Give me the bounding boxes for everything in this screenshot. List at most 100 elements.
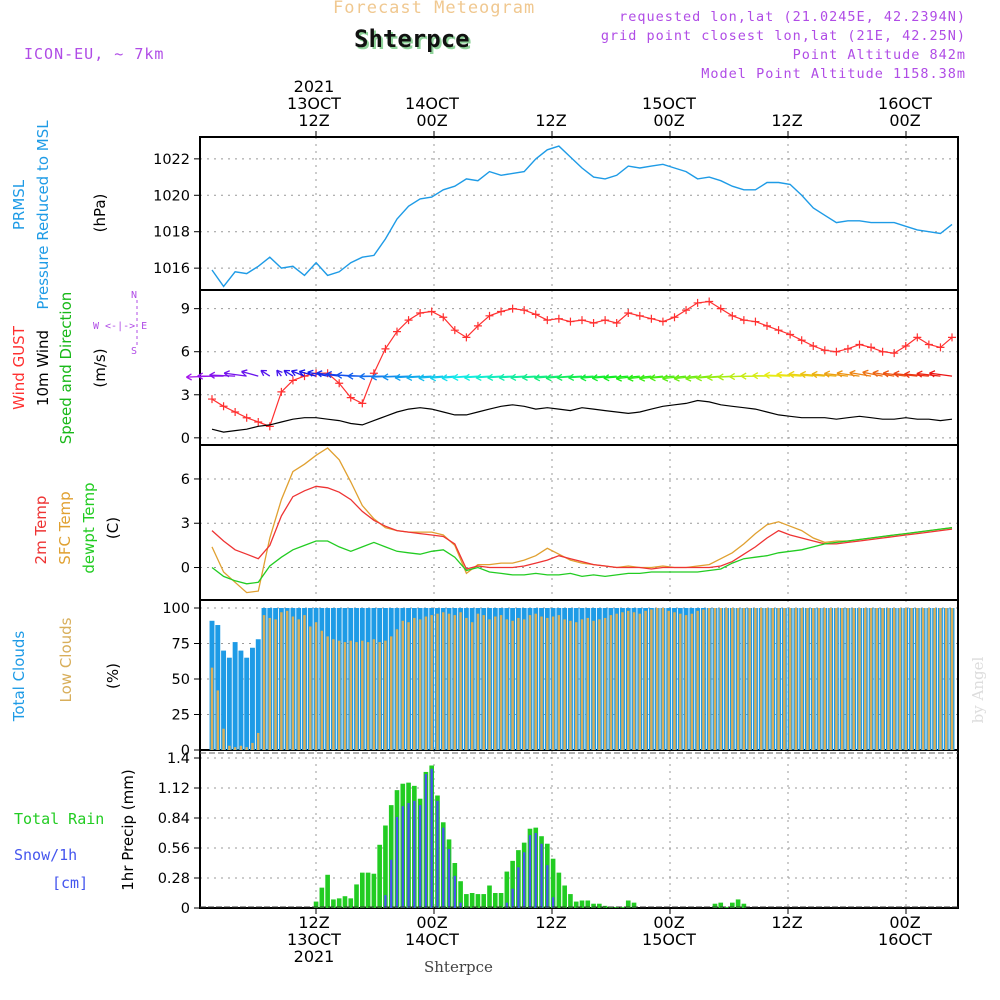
- gust-marker: [462, 333, 471, 342]
- temp-dewpt-line: [211, 527, 953, 585]
- low-cloud-bar: [794, 608, 798, 750]
- low-cloud-bar: [395, 629, 399, 750]
- wind-direction-arrow: [522, 375, 548, 379]
- gust-marker: [485, 311, 494, 320]
- low-cloud-bar: [731, 608, 734, 750]
- wind-direction-arrowhead: [307, 369, 314, 377]
- snow-bar: [390, 859, 393, 908]
- total-cloud-bar: [244, 657, 250, 750]
- wind-direction-arrowhead: [260, 369, 267, 377]
- low-cloud-bar: [632, 612, 636, 750]
- low-cloud-bar: [285, 610, 289, 750]
- gust-marker: [635, 311, 644, 320]
- wind-direction-arrowhead: [464, 373, 471, 381]
- top-axis-label: 16OCT 00Z: [878, 94, 932, 130]
- wind-direction-arrow: [673, 375, 698, 380]
- low-cloud-bar: [864, 608, 867, 750]
- gust-marker: [439, 313, 448, 322]
- wind-direction-arrow: [568, 375, 594, 379]
- gust-marker: [890, 349, 899, 358]
- low-cloud-bar: [280, 612, 283, 750]
- gust-marker: [948, 333, 956, 342]
- rain-bar: [568, 894, 573, 908]
- wind-direction-arrowhead: [568, 373, 575, 381]
- y-tick-label: 6: [181, 345, 190, 361]
- snow-bar: [505, 902, 508, 908]
- rain-bar: [735, 899, 741, 908]
- low-cloud-bar: [783, 608, 786, 750]
- gust-marker: [855, 340, 864, 349]
- wind-direction-arrow: [849, 372, 872, 377]
- wind-direction-arrowhead: [649, 374, 656, 382]
- y-tick-label: 0.84: [158, 811, 190, 827]
- y-tick-label: 0: [181, 901, 190, 917]
- y-tick-label: 1022: [153, 152, 190, 168]
- wind-direction-arrow: [224, 372, 247, 377]
- low-cloud-bar: [366, 642, 370, 750]
- wind-direction-arrow: [776, 373, 802, 377]
- low-cloud-bar: [499, 615, 503, 750]
- low-cloud-bar: [627, 610, 630, 750]
- low-cloud-bar: [314, 622, 318, 750]
- gust-marker: [277, 387, 286, 396]
- snow-bar: [442, 827, 445, 908]
- low-cloud-bar: [517, 617, 520, 750]
- low-cloud-bar: [459, 612, 462, 750]
- wind-direction-arrowhead: [836, 370, 843, 378]
- wind-direction-arrowhead: [615, 374, 622, 382]
- low-cloud-bar: [661, 608, 665, 750]
- wind-direction-arrow: [406, 375, 432, 379]
- top-axis-label: 15OCT 00Z: [642, 94, 696, 130]
- gust-marker: [658, 317, 667, 326]
- wind-direction-arrowhead: [475, 373, 482, 381]
- low-cloud-bar: [465, 617, 468, 750]
- wind-direction-arrowhead: [197, 372, 204, 380]
- gust-marker: [670, 313, 679, 322]
- low-cloud-bar: [835, 608, 838, 750]
- low-cloud-bar: [528, 615, 532, 750]
- low-cloud-bar: [806, 608, 809, 750]
- wind-direction-arrowhead: [498, 373, 505, 381]
- low-cloud-bar: [418, 619, 422, 750]
- gust-marker: [682, 306, 691, 315]
- low-cloud-bar: [332, 639, 335, 750]
- gust-marker: [936, 343, 945, 352]
- snow-bar: [517, 867, 520, 908]
- low-cloud-bar: [210, 667, 214, 750]
- rain-bar: [325, 874, 330, 908]
- low-cloud-bar: [297, 619, 300, 750]
- wind-direction-arrowhead: [717, 373, 724, 381]
- low-cloud-bar: [950, 608, 954, 750]
- wind-direction-arrowhead: [706, 373, 713, 381]
- low-cloud-bar: [615, 613, 618, 750]
- low-cloud-bar: [349, 640, 352, 750]
- gust-marker: [543, 316, 552, 325]
- low-cloud-bar: [598, 619, 601, 750]
- total-cloud-bar: [232, 642, 238, 750]
- low-cloud-bar: [679, 613, 682, 750]
- model-label: ICON-EU, ~ 7km: [24, 45, 165, 63]
- rain-bar: [481, 894, 487, 908]
- low-cloud-bar: [447, 613, 451, 750]
- gust-marker: [208, 395, 216, 404]
- wind-direction-arrow: [929, 372, 953, 377]
- wind-direction-arrow: [283, 369, 294, 377]
- wind-direction-arrow: [916, 372, 941, 377]
- gust-marker: [901, 341, 910, 350]
- rain-bar: [342, 896, 348, 908]
- wind-direction-arrow: [616, 375, 640, 380]
- rain-bar: [319, 887, 325, 908]
- y-tick-label: 6: [181, 472, 190, 488]
- y-tick-label: 1.4: [167, 751, 190, 767]
- low-cloud-bar: [337, 640, 341, 750]
- snow-bar: [384, 895, 387, 908]
- gust-marker: [624, 308, 633, 317]
- low-cloud-bar: [326, 636, 329, 750]
- low-cloud-bar: [303, 615, 306, 750]
- bottom-station-label: Shterpce: [424, 958, 493, 976]
- low-cloud-bar: [858, 608, 861, 750]
- wind-direction-arrowhead: [510, 373, 517, 381]
- snow-bar: [418, 805, 422, 908]
- low-cloud-bar: [916, 608, 919, 750]
- wind-direction-arrow: [872, 372, 895, 377]
